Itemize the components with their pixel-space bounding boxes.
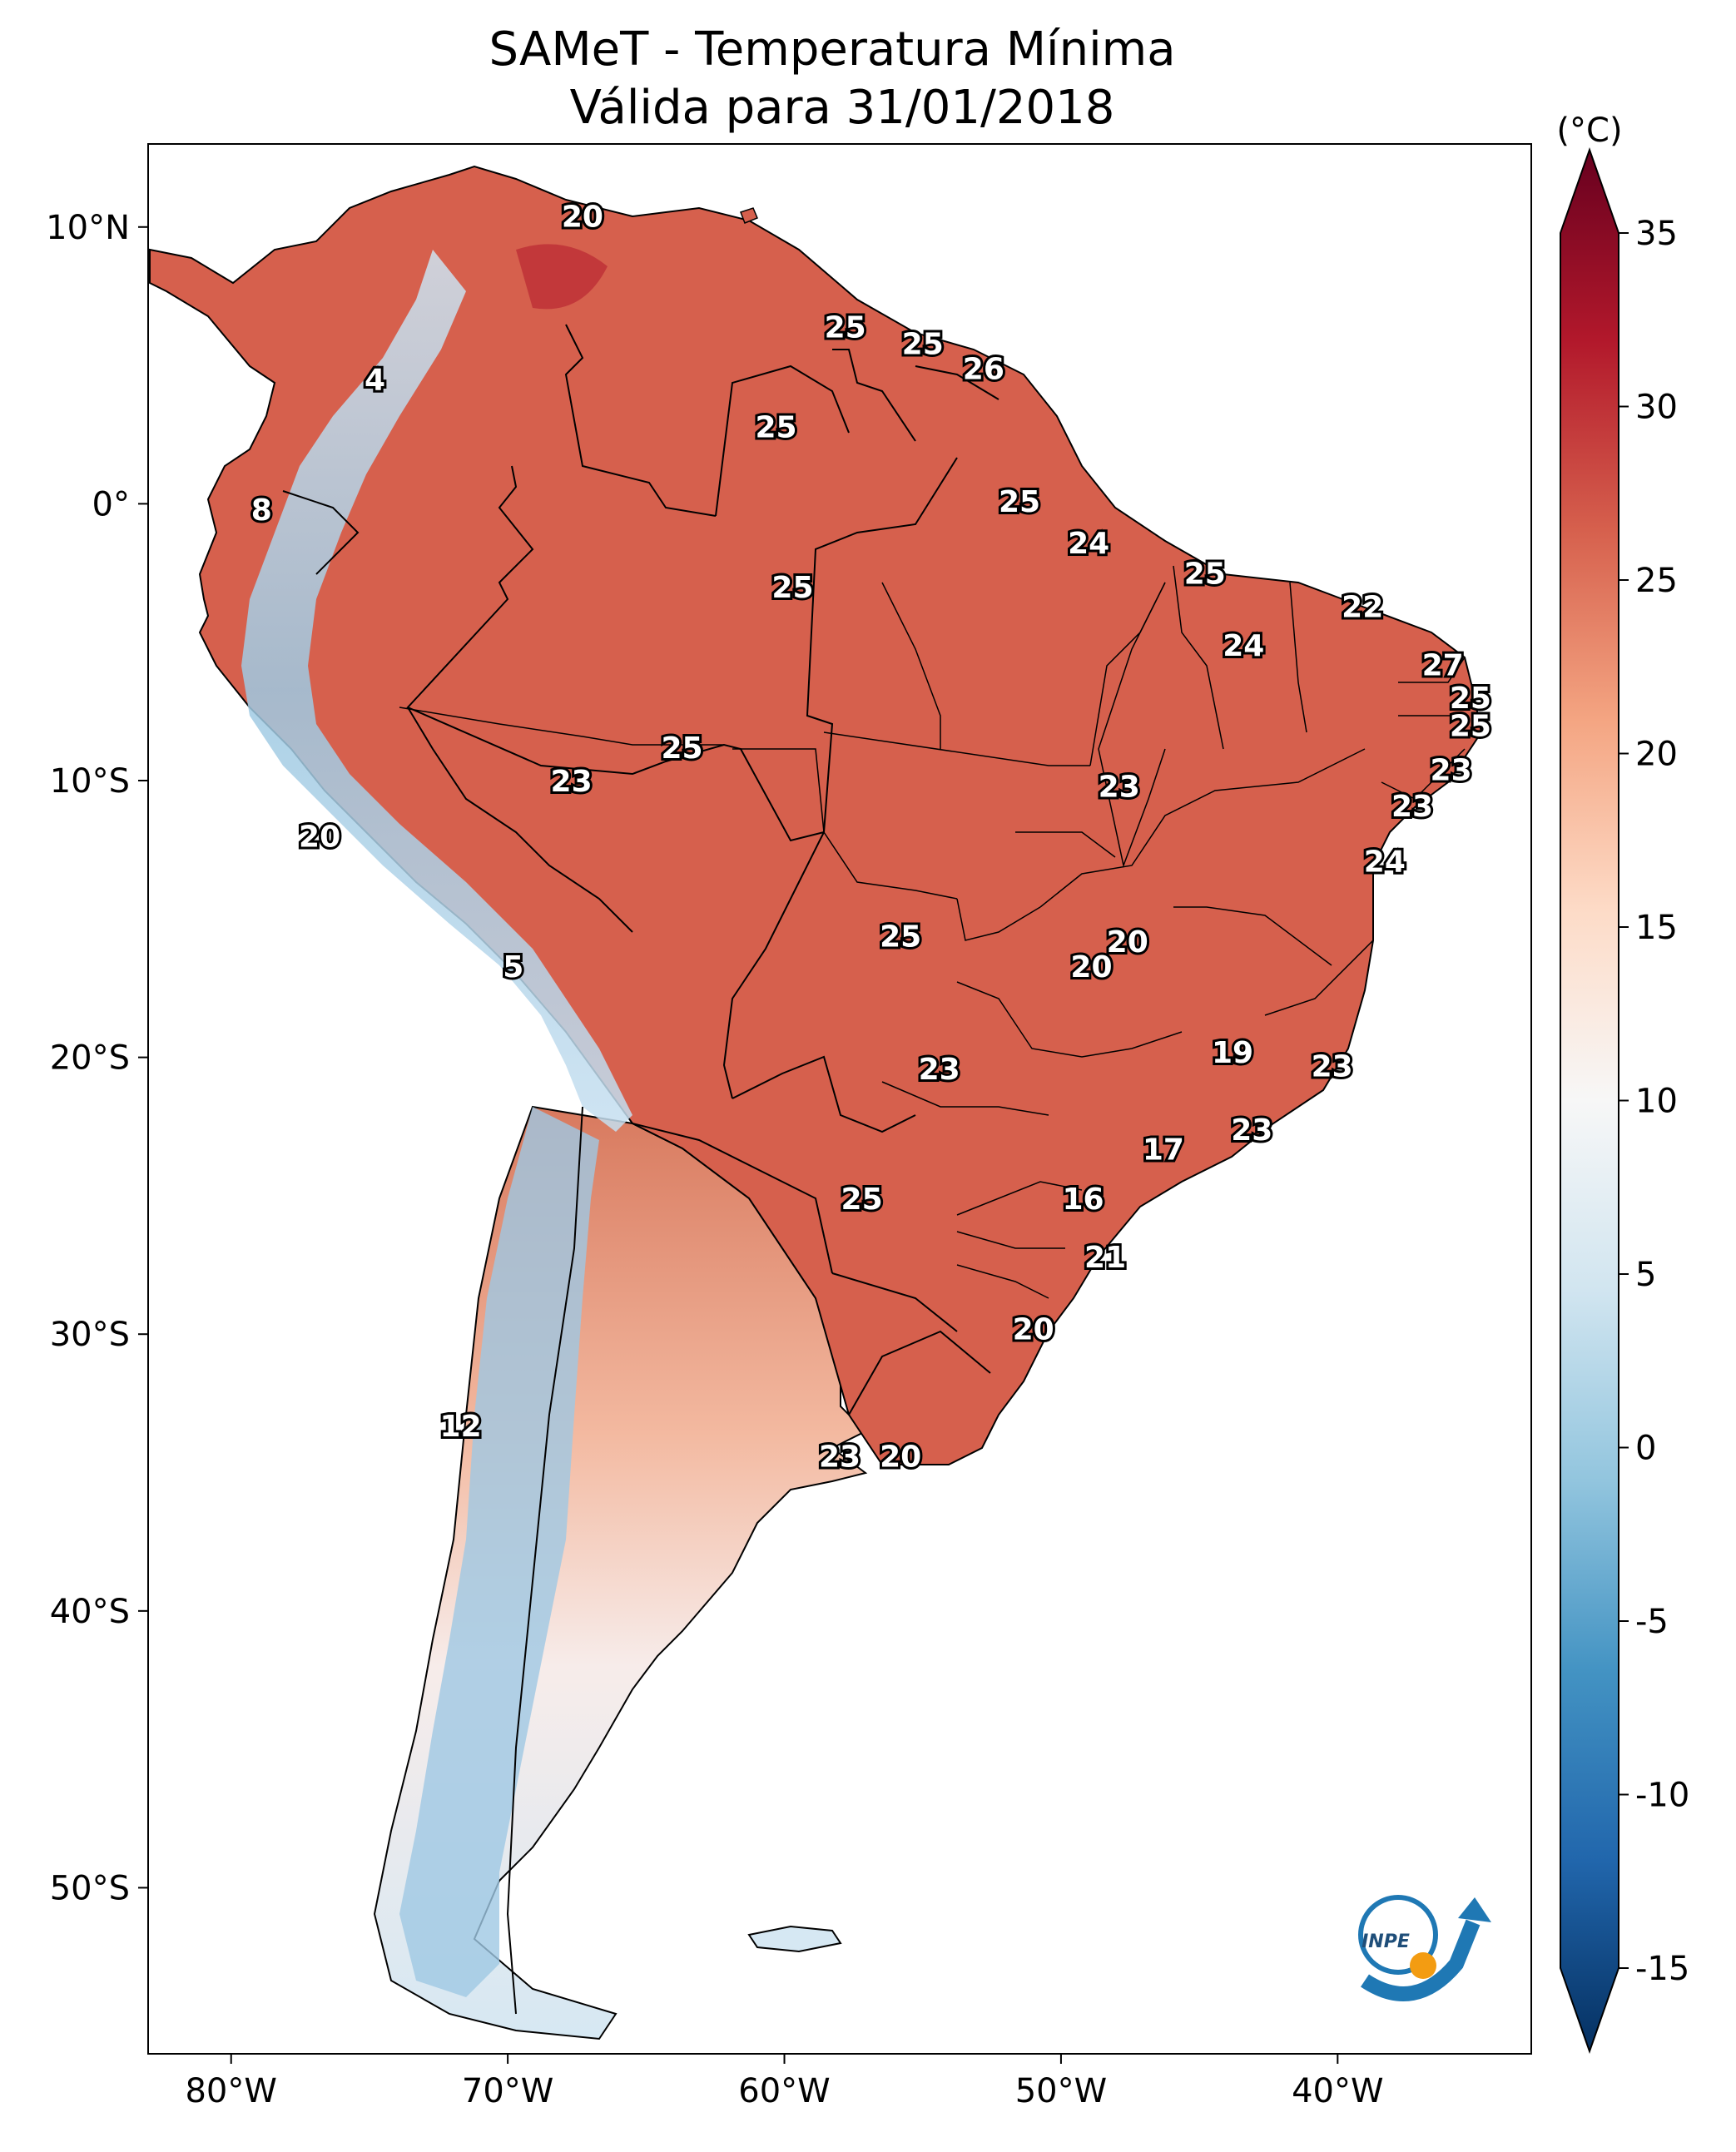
temperature-label: 25 [999, 485, 1040, 519]
temperature-label: 23 [1431, 754, 1472, 788]
temperature-label: 25 [880, 920, 921, 954]
temperature-label: 20 [1013, 1313, 1054, 1347]
colorbar-tick-label: 0 [1635, 1430, 1656, 1468]
temperature-label: 24 [1223, 629, 1264, 663]
temperature-label: 20 [299, 821, 340, 855]
colorbar-tick-label: 35 [1635, 215, 1678, 253]
temperature-label: 8 [251, 493, 272, 528]
inpe-logo: INPE [1358, 1895, 1491, 2001]
temperature-label: 23 [1391, 790, 1433, 824]
falklands-island [747, 1925, 842, 1953]
andes-cold-band [241, 250, 632, 1132]
temperature-label: 20 [1107, 925, 1148, 959]
lat-tick-label: 30°S [50, 1316, 130, 1354]
colorbar-tick-label: -10 [1635, 1777, 1689, 1815]
colorbar-tick-label: -5 [1635, 1603, 1669, 1641]
lon-tick-label: 70°W [462, 2072, 553, 2110]
state-borders [399, 565, 1466, 1299]
colorbar-tick-label: 30 [1635, 389, 1678, 427]
temperature-label: 22 [1342, 590, 1383, 624]
temperature-label: 23 [919, 1053, 960, 1087]
colorbar-tick-label: 10 [1635, 1083, 1678, 1121]
andes-south-cold-band [399, 1107, 599, 1997]
colorbar-tick-label: 15 [1635, 909, 1678, 947]
temperature-label: 23 [1099, 771, 1140, 805]
temperature-label: 19 [1212, 1036, 1253, 1070]
lat-tick-label: 10°S [50, 762, 130, 801]
temperature-label: 23 [551, 765, 593, 799]
temperature-label: 12 [440, 1410, 482, 1444]
map-title-line2: Válida para 31/01/2018 [570, 81, 1115, 135]
temperature-label: 27 [1422, 648, 1464, 682]
temperature-label: 25 [1450, 709, 1491, 743]
temperature-label: 25 [825, 311, 866, 345]
map-title-line1: SAMeT - Temperatura Mínima [489, 22, 1175, 77]
colorbar-body [1560, 146, 1619, 2055]
temperature-label: 25 [1450, 682, 1491, 716]
trinidad-island [740, 207, 758, 224]
temperature-label: 23 [1312, 1050, 1353, 1084]
lon-tick-label: 80°W [185, 2072, 276, 2110]
lat-tick-label: 10°N [46, 209, 130, 247]
temperature-label: 26 [963, 352, 1004, 386]
temperature-label: 5 [503, 950, 523, 984]
colorbar-tick-label: -15 [1635, 1950, 1689, 1988]
temperature-label: 21 [1084, 1241, 1126, 1275]
temperature-label: 20 [1070, 950, 1112, 984]
temperature-label: 17 [1143, 1133, 1184, 1167]
temperature-label: 16 [1062, 1183, 1104, 1217]
temperature-label: 25 [661, 731, 702, 766]
temperature-label: 20 [880, 1440, 921, 1475]
colorbar: (°C) 35 30 25 20 15 10 5 0 -5 -10 -15 [1556, 112, 1689, 2055]
temperature-label: 25 [1184, 558, 1226, 592]
colorbar-unit: (°C) [1556, 112, 1622, 150]
temperature-label: 25 [841, 1183, 883, 1217]
lon-tick-label: 50°W [1015, 2072, 1107, 2110]
temperature-label: 24 [1364, 845, 1406, 879]
temperature-label: 4 [365, 364, 385, 398]
colorbar-tick-label: 5 [1635, 1256, 1656, 1294]
colorbar-tick-label: 20 [1635, 736, 1678, 774]
lat-tick-label: 20°S [50, 1039, 130, 1078]
northern-warm-spot [516, 244, 608, 310]
colorbar-ticks: 35 30 25 20 15 10 5 0 -5 -10 -15 [1619, 215, 1689, 1988]
inpe-logo-text: INPE [1362, 1931, 1410, 1952]
map-frame [147, 143, 1532, 2055]
lon-tick-label: 60°W [738, 2072, 830, 2110]
temperature-label: 23 [1231, 1113, 1272, 1148]
lat-tick-label: 0° [92, 485, 130, 523]
country-borders [282, 324, 999, 2015]
longitude-axis: 80°W 70°W 60°W 50°W 40°W [185, 2054, 1384, 2110]
temperature-label: 25 [902, 327, 944, 361]
temperature-label: 23 [819, 1440, 861, 1475]
map-area [148, 144, 1531, 2054]
colorbar-tick-label: 25 [1635, 562, 1678, 600]
temperature-label: 24 [1068, 527, 1109, 561]
lat-tick-label: 40°S [50, 1593, 130, 1631]
lon-tick-label: 40°W [1292, 2072, 1383, 2110]
temperature-label: 25 [755, 410, 796, 444]
latitude-axis: 10°N 0° 10°S 20°S 30°S 40°S 50°S [46, 209, 148, 1907]
temperature-label: 25 [771, 571, 813, 605]
temperature-label: 20 [562, 200, 603, 234]
lat-tick-label: 50°S [50, 1869, 130, 1907]
